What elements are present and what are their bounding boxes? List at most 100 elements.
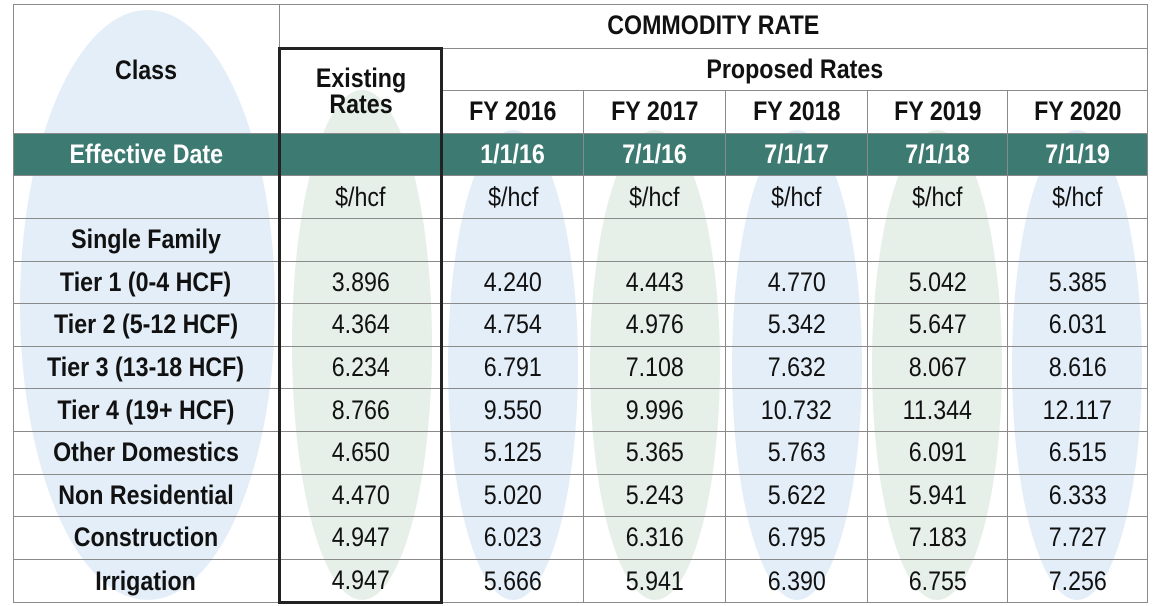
class-name-cell: Tier 4 (19+ HCF) (13, 388, 280, 432)
proposed-rate-value: 5.365 (625, 437, 684, 468)
table-row: Tier 1 (0-4 HCF) 3.896 4.240 4.443 4.770 5.04… (13, 260, 1148, 305)
class-name: Tier 2 (5-12 HCF) (53, 309, 239, 340)
existing-rate-value: 6.234 (331, 352, 390, 383)
proposed-rate-cell: 4.443 (583, 260, 726, 305)
effective-date-row: Effective Date 1/1/16 7/1/16 7/1/17 7/1/… (13, 132, 1148, 177)
proposed-rate-cell: 6.515 (1007, 430, 1148, 475)
existing-rate-value: 3.896 (331, 266, 390, 297)
class-header-label: Class (115, 55, 177, 85)
effective-date-label-cell: Effective Date (13, 132, 280, 177)
units-cell: $/hcf (583, 175, 726, 219)
section-label: Single Family (71, 224, 221, 255)
effective-date-cell: 7/1/16 (583, 132, 726, 177)
unit-label: $/hcf (1052, 181, 1103, 212)
units-row: $/hcf $/hcf $/hcf $/hcf $/hcf $/hcf (13, 175, 1148, 219)
unit-label: $/hcf (335, 181, 386, 212)
proposed-rate-value: 5.243 (625, 479, 684, 510)
fy-label: FY 2019 (893, 96, 982, 127)
table-row: Tier 4 (19+ HCF) 8.766 9.550 9.996 10.732 11.… (13, 388, 1148, 432)
proposed-rate-cell: 6.390 (725, 558, 868, 604)
proposed-rate-value: 6.031 (1048, 309, 1107, 340)
table-row: Irrigation 4.947 5.666 5.941 6.390 6.755 7.256 (13, 558, 1148, 605)
existing-rate-cell: 4.364 (278, 303, 443, 347)
proposed-rate-cell: 4.754 (441, 303, 584, 347)
proposed-rate-value: 4.443 (625, 266, 684, 297)
existing-rate-cell: 4.650 (278, 430, 443, 475)
proposed-rate-cell: 5.243 (583, 473, 726, 518)
proposed-rate-cell: 6.031 (1007, 303, 1148, 347)
fy-header: FY 2020 (1007, 90, 1148, 134)
proposed-rate-cell: 4.976 (583, 303, 726, 347)
class-name-cell: Tier 3 (13-18 HCF) (13, 345, 280, 390)
effective-date-cell: 7/1/17 (725, 132, 868, 177)
proposed-rate-cell: 6.091 (867, 430, 1008, 475)
class-name: Irrigation (95, 565, 197, 596)
unit-label: $/hcf (487, 181, 539, 212)
proposed-rate-value: 6.755 (908, 565, 967, 596)
proposed-rate-value: 5.020 (483, 479, 543, 510)
proposed-rate-cell: 5.763 (725, 430, 868, 475)
class-name: Other Domestics (53, 437, 239, 468)
proposed-rate-value: 11.344 (902, 394, 973, 425)
proposed-rate-value: 6.091 (908, 437, 967, 468)
class-name: Construction (73, 522, 219, 553)
proposed-rate-value: 4.754 (483, 309, 543, 340)
proposed-rate-cell: 5.042 (867, 260, 1008, 305)
class-name-cell: Non Residential (13, 473, 280, 518)
proposed-rate-cell: 5.941 (583, 558, 726, 604)
units-class-cell (13, 175, 280, 219)
header-row-1: Class COMMODITY RATE (13, 4, 1148, 134)
fy-label: FY 2016 (469, 96, 557, 127)
section-empty-cell (867, 217, 1008, 262)
class-name: Tier 3 (13-18 HCF) (47, 352, 245, 383)
proposed-rate-cell: 5.666 (441, 558, 584, 604)
proposed-rate-value: 8.067 (908, 352, 967, 383)
effective-date-value: 7/1/16 (622, 139, 687, 170)
commodity-rate-label: COMMODITY RATE (607, 10, 820, 41)
units-cell: $/hcf (441, 175, 584, 219)
proposed-rate-value: 5.763 (767, 437, 826, 468)
section-empty-cell (725, 217, 868, 262)
proposed-rate-value: 6.023 (483, 522, 543, 553)
class-name: Tier 4 (19+ HCF) (57, 394, 235, 425)
fy-header: FY 2018 (725, 90, 868, 134)
fy-header: FY 2019 (867, 90, 1008, 134)
proposed-rate-cell: 7.256 (1007, 558, 1148, 604)
effective-date-cell: 7/1/18 (867, 132, 1008, 177)
units-cell: $/hcf (1007, 175, 1148, 219)
existing-rate-value: 4.947 (331, 522, 390, 553)
proposed-rate-value: 6.333 (1048, 479, 1107, 510)
units-cell: $/hcf (725, 175, 868, 219)
proposed-rate-value: 9.996 (625, 394, 684, 425)
effective-date-value: 7/1/17 (764, 139, 829, 170)
commodity-rate-header: COMMODITY RATE (279, 4, 1148, 49)
existing-rate-value: 4.470 (331, 479, 390, 510)
fy-label: FY 2020 (1033, 96, 1122, 127)
effective-date-existing-cell (278, 132, 443, 177)
proposed-rate-value: 12.117 (1042, 394, 1113, 425)
existing-rate-cell: 6.234 (278, 345, 443, 390)
class-name-cell: Other Domestics (13, 430, 280, 475)
proposed-rate-cell: 5.342 (725, 303, 868, 347)
fy-label: FY 2018 (752, 96, 841, 127)
proposed-rate-cell: 5.647 (867, 303, 1008, 347)
proposed-rate-cell: 6.333 (1007, 473, 1148, 518)
effective-date-label: Effective Date (69, 139, 223, 170)
section-label-cell: Single Family (13, 217, 280, 262)
fy-header: FY 2017 (583, 90, 726, 134)
existing-rate-value: 4.947 (331, 565, 390, 596)
effective-date-value: 1/1/16 (480, 139, 546, 170)
unit-label: $/hcf (912, 181, 963, 212)
proposed-rates-label: Proposed Rates (706, 53, 884, 84)
proposed-rate-value: 6.316 (625, 522, 684, 553)
proposed-rate-cell: 7.727 (1007, 516, 1148, 560)
effective-date-cell: 7/1/19 (1007, 132, 1148, 177)
proposed-rate-cell: 5.622 (725, 473, 868, 518)
class-name-cell: Tier 2 (5-12 HCF) (13, 303, 280, 347)
commodity-rate-table: Class COMMODITY RATE Existing Rates Prop… (13, 4, 1148, 605)
proposed-rate-cell: 10.732 (725, 388, 868, 432)
proposed-rate-value: 4.770 (767, 266, 826, 297)
existing-rate-cell: 4.470 (278, 473, 443, 518)
proposed-rate-value: 7.256 (1048, 565, 1107, 596)
section-empty-cell (1007, 217, 1148, 262)
